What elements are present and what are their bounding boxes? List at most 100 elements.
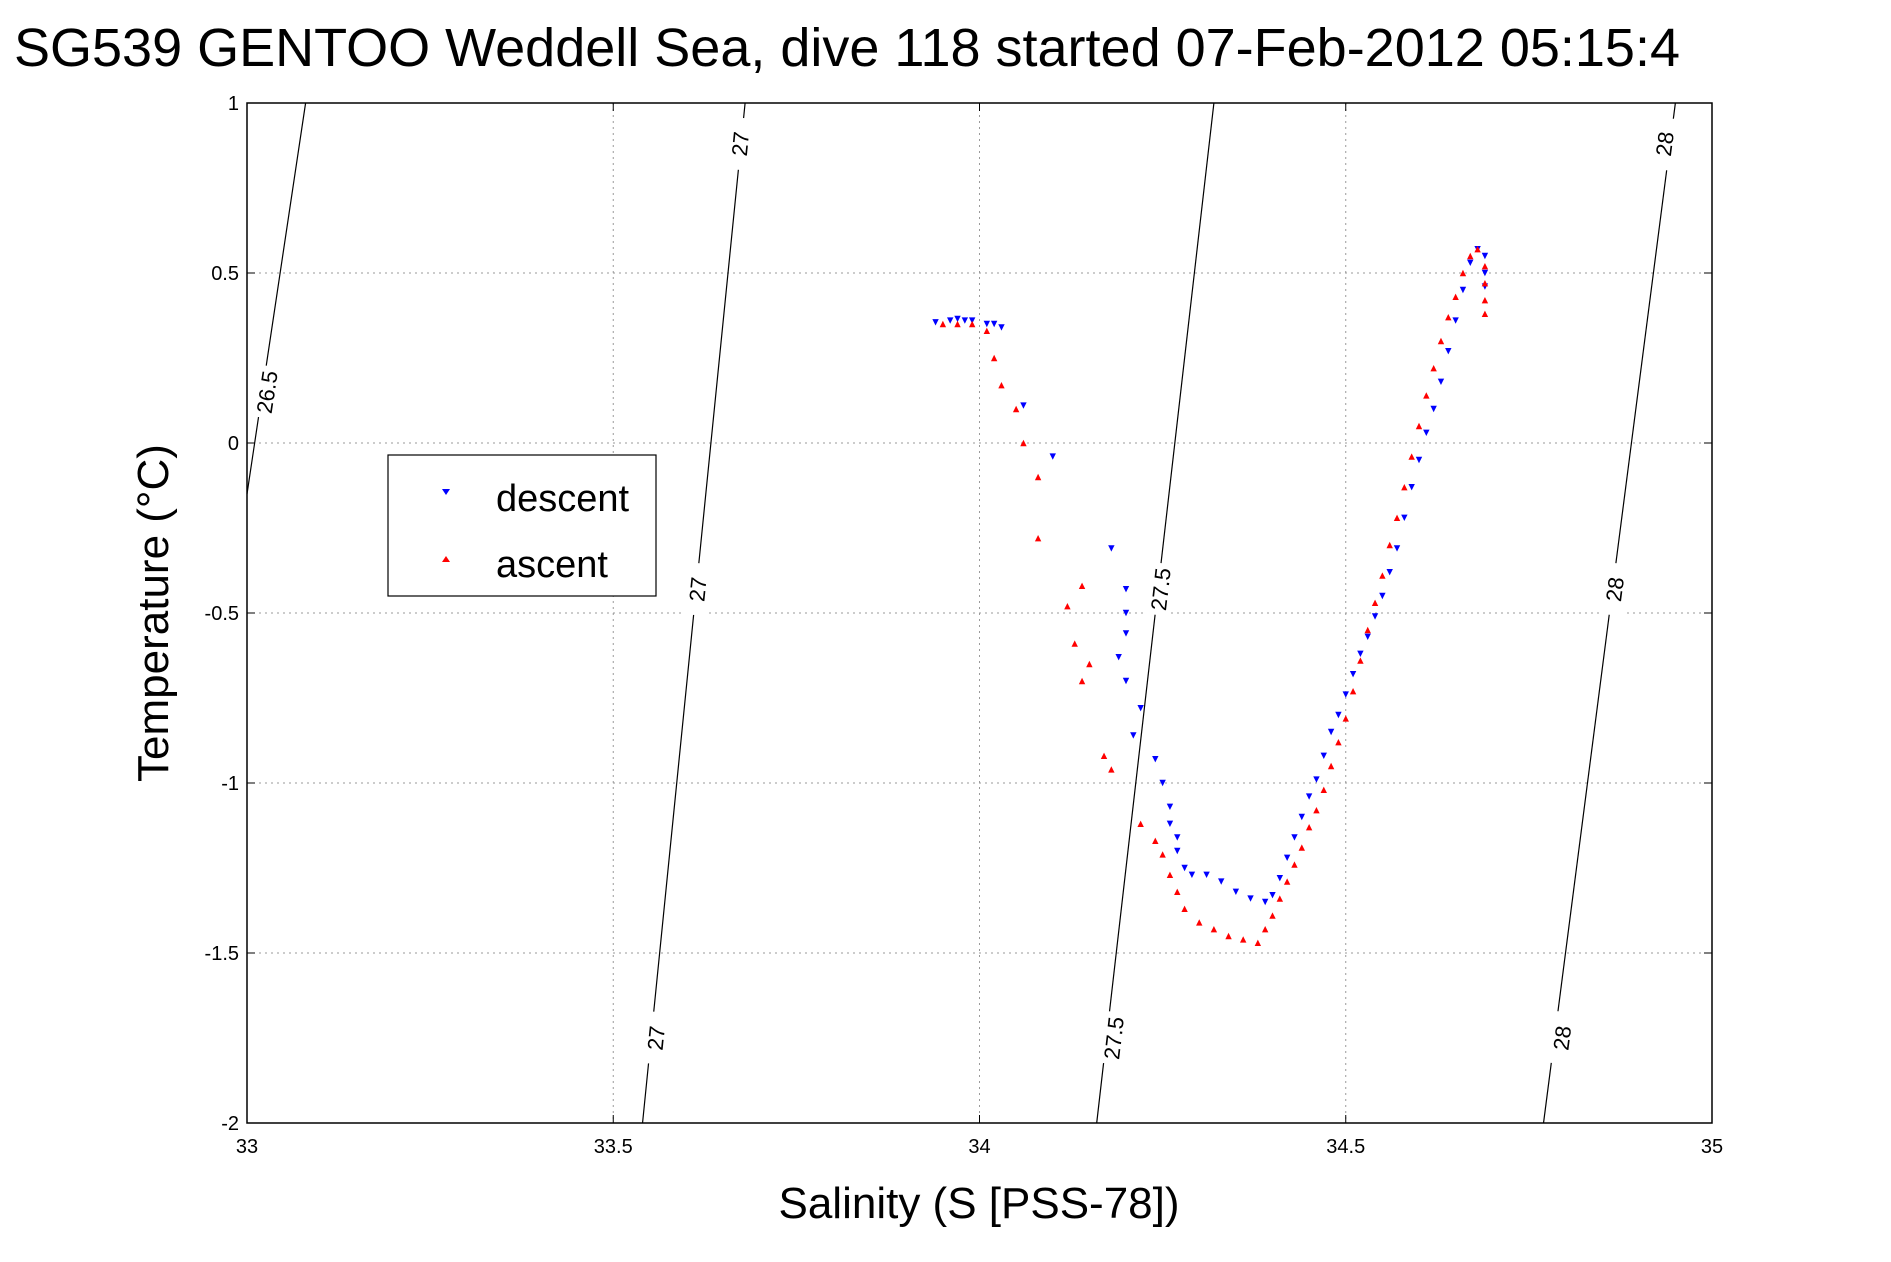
descent-point [1166,820,1174,827]
ascent-point [1481,263,1489,270]
ascent-point [1379,572,1386,579]
ascent-point [1452,293,1459,300]
descent-point [1174,834,1181,841]
legend: descent ascent [387,454,657,597]
descent-point [1423,429,1430,436]
ascent-point [1474,246,1481,253]
descent-point [1415,456,1423,464]
contour-label-mask [641,1010,671,1066]
descent-point [1049,453,1056,460]
descent-point [1445,348,1452,355]
contour-label-mask [251,364,283,420]
x-axis-ticks: 33 33.5 34 34.5 35 [236,103,1723,1158]
ascent-point [1100,752,1108,759]
ascent-point [998,382,1005,389]
x-tick-label: 34.5 [1326,1136,1365,1158]
ascent-point [939,320,947,328]
descent-point [1459,286,1467,294]
ascent-point [1423,392,1430,399]
legend-ascent-marker [442,556,450,562]
ascent-point [1291,861,1298,868]
ascent-point [1349,688,1357,695]
ascent-point [1020,439,1027,447]
descent-point [1269,892,1276,899]
descent-point [1152,756,1159,763]
descent-point [1174,847,1181,855]
ascent-point [1108,766,1115,773]
y-tick-label: -2 [221,1113,239,1135]
descent-point [983,320,991,328]
y-axis-ticks: 1 0.5 0 -0.5 -1 -1.5 -2 [205,93,1712,1135]
ascent-point [1137,820,1144,827]
isopycnal-line [246,102,307,495]
ascent-point [983,327,991,334]
ascent-point [1393,514,1401,521]
ascent-point [1166,871,1174,878]
x-axis-label: Salinity (S [PSS-78]) [778,1179,1179,1228]
ascent-point [1181,905,1188,912]
descent-point [1020,402,1027,409]
ascent-point [1261,926,1269,933]
descent-point [932,319,939,326]
y-tick-label: 1 [228,93,239,115]
ascent-point [1298,844,1305,851]
descent-point [1122,609,1130,617]
descent-point [1430,405,1437,413]
descent-point [1159,779,1166,787]
ascent-point [1283,878,1291,885]
descent-point [1305,793,1313,800]
ascent-point [1445,314,1452,321]
x-tick-label: 34 [968,1136,990,1158]
ascent-point [1357,657,1364,664]
descent-point [1379,592,1386,600]
legend-descent-marker [442,489,450,495]
descent-point [1313,776,1320,783]
contour-label-mask [1649,116,1680,172]
contour-label: 28 [1651,130,1679,157]
descent-point [1108,545,1115,552]
ascent-point [1159,851,1166,858]
descent-point [1115,654,1122,661]
descent-point [1203,871,1210,878]
descent-point [961,317,969,324]
legend-descent-label: descent [496,478,630,520]
ascent-point [1071,640,1078,647]
density-contours: 26.5 27 27 27 27.5 27.5 28 28 28 [246,102,1680,1124]
contour-label-mask [682,562,713,617]
ascent-point [1335,739,1342,746]
y-tick-label: -1.5 [205,943,239,965]
descent-point [998,324,1005,331]
grid [247,103,1712,1123]
descent-point [1327,728,1335,736]
ascent-point [1313,807,1320,814]
descent-point [947,317,954,324]
chart-title: SG539 GENTOO Weddell Sea, dive 118 start… [14,18,1680,78]
descent-point [1276,875,1284,882]
descent-point [1342,691,1349,698]
ascent-point [1386,541,1393,549]
contour-label: 27.5 [1099,1015,1129,1060]
descent-point [1401,514,1408,521]
ascent-point [1078,677,1086,685]
ascent-point [1174,888,1181,895]
y-tick-label: 0 [228,433,239,455]
ascent-point [1481,310,1489,317]
contour-label-mask [1098,1010,1129,1066]
data-points [932,246,1489,946]
legend-box [387,454,657,597]
ascent-point [1078,582,1086,589]
ascent-point [1196,919,1203,926]
descent-point [1335,711,1342,719]
descent-point [1122,630,1130,637]
ascent-point [1269,912,1276,919]
ascent-point [1401,484,1408,491]
descent-point [1247,895,1254,902]
legend-ascent-label: ascent [496,544,608,586]
x-tick-label: 33 [236,1136,258,1158]
descent-point [1232,888,1240,895]
contour-label-mask [725,116,755,171]
contour-label: 27 [727,130,754,157]
ascent-point [1305,824,1313,831]
ascent-point [1152,837,1159,844]
